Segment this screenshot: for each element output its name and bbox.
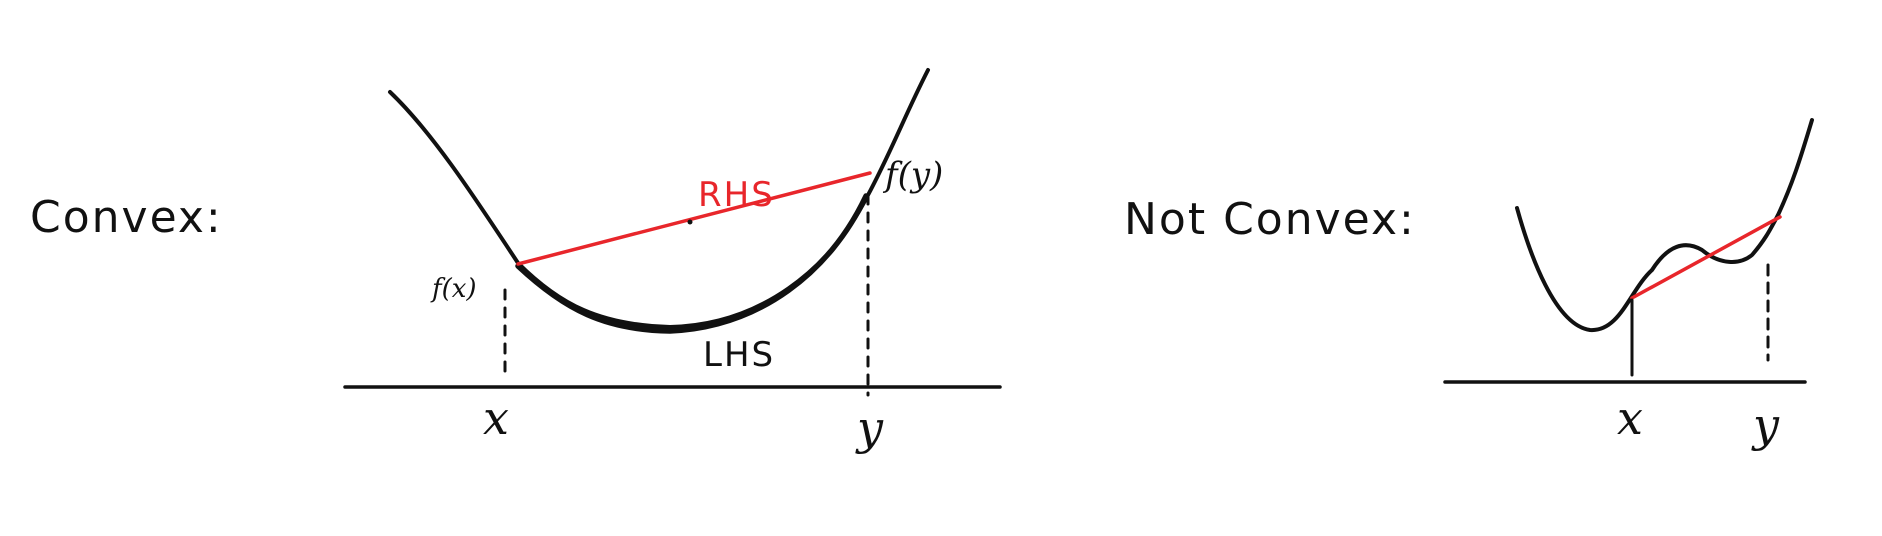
- nonconvex-title: Not Convex:: [1124, 194, 1416, 245]
- convex-y-label: y: [857, 401, 883, 455]
- convex-curve: [388, 68, 930, 329]
- nonconvex-chord: [1630, 215, 1782, 300]
- nonconvex-y-label: y: [1753, 398, 1779, 452]
- convex-lhs-label: LHS: [703, 335, 776, 375]
- convex-curve-thick-arc: [515, 193, 869, 334]
- convex-fx-label: f(x): [432, 274, 477, 304]
- nonconvex-diagram: [1443, 118, 1814, 384]
- nonconvex-curve: [1515, 118, 1814, 333]
- convex-chord-midpoint: [687, 219, 693, 225]
- convex-title: Convex:: [30, 192, 223, 243]
- convex-rhs-label: RHS: [698, 175, 775, 215]
- convex-chord-rhs: [516, 171, 872, 266]
- convex-diagram: [343, 68, 1002, 397]
- convex-fy-label: f(y): [885, 155, 944, 195]
- convex-x-label: x: [483, 391, 509, 445]
- nonconvex-x-label: x: [1617, 391, 1643, 445]
